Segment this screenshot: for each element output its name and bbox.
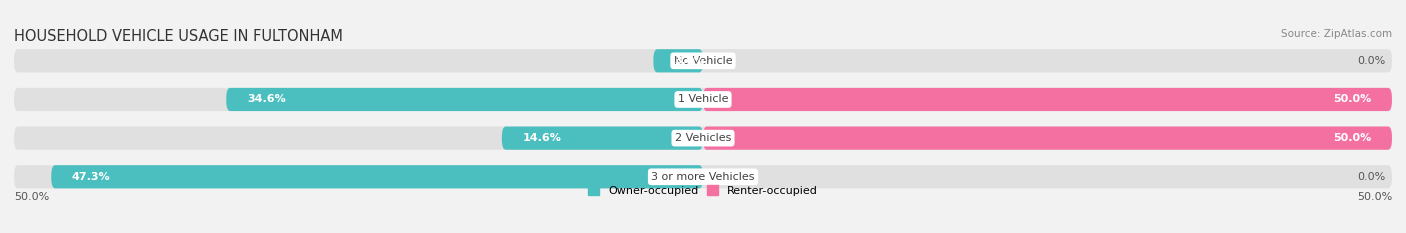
FancyBboxPatch shape xyxy=(14,127,1392,150)
Text: 50.0%: 50.0% xyxy=(1333,94,1371,104)
FancyBboxPatch shape xyxy=(703,127,1392,150)
FancyBboxPatch shape xyxy=(226,88,703,111)
FancyBboxPatch shape xyxy=(14,165,1392,188)
FancyBboxPatch shape xyxy=(51,165,703,188)
Text: 1 Vehicle: 1 Vehicle xyxy=(678,94,728,104)
Text: 50.0%: 50.0% xyxy=(1333,133,1371,143)
Text: 47.3%: 47.3% xyxy=(72,172,111,182)
Text: 34.6%: 34.6% xyxy=(247,94,285,104)
Text: No Vehicle: No Vehicle xyxy=(673,56,733,66)
Text: Source: ZipAtlas.com: Source: ZipAtlas.com xyxy=(1281,29,1392,39)
Text: 3 or more Vehicles: 3 or more Vehicles xyxy=(651,172,755,182)
FancyBboxPatch shape xyxy=(14,88,1392,111)
FancyBboxPatch shape xyxy=(502,127,703,150)
Text: 14.6%: 14.6% xyxy=(523,133,561,143)
Text: HOUSEHOLD VEHICLE USAGE IN FULTONHAM: HOUSEHOLD VEHICLE USAGE IN FULTONHAM xyxy=(14,29,343,44)
Text: 2 Vehicles: 2 Vehicles xyxy=(675,133,731,143)
Text: 50.0%: 50.0% xyxy=(1357,192,1392,202)
FancyBboxPatch shape xyxy=(703,88,1392,111)
Text: 50.0%: 50.0% xyxy=(14,192,49,202)
FancyBboxPatch shape xyxy=(14,49,1392,72)
Legend: Owner-occupied, Renter-occupied: Owner-occupied, Renter-occupied xyxy=(588,185,818,196)
FancyBboxPatch shape xyxy=(654,49,703,72)
Text: 3.6%: 3.6% xyxy=(673,56,704,66)
Text: 0.0%: 0.0% xyxy=(1357,172,1385,182)
Text: 0.0%: 0.0% xyxy=(1357,56,1385,66)
